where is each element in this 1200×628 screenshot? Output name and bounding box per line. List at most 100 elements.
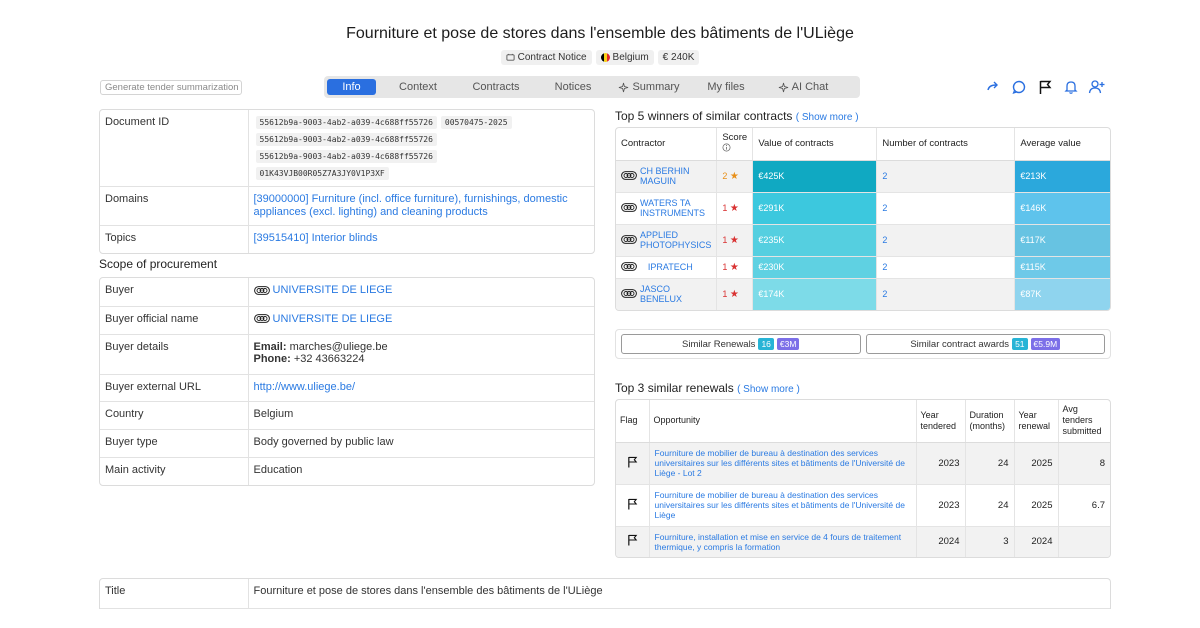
renewals-show-more-link[interactable]: Show more — [743, 384, 794, 395]
flag-cell[interactable] — [616, 442, 650, 485]
main-activity-label: Main activity — [100, 457, 249, 485]
opportunity-cell[interactable]: Fourniture, installation et mise en serv… — [649, 526, 917, 557]
contractor-link[interactable]: WATERS TA INSTRUMENTS — [640, 198, 705, 218]
number-link[interactable]: 2 — [882, 171, 888, 181]
add-user-icon[interactable] — [1088, 78, 1105, 95]
tab-my-files[interactable]: My files — [707, 81, 745, 93]
tab-contracts[interactable]: Contracts — [472, 81, 520, 93]
contractor-cell[interactable]: IPRATECH — [616, 256, 718, 279]
contractor-link[interactable]: JASCO BENELUX — [640, 284, 683, 305]
opportunity-cell[interactable]: Fourniture de mobilier de bureau à desti… — [649, 484, 917, 527]
tab-summary[interactable]: Summary — [606, 79, 692, 95]
renewals-value-badge: €3M — [776, 338, 800, 350]
opportunity-link[interactable]: Fourniture de mobilier de bureau à desti… — [654, 490, 905, 520]
tab-ai-chat[interactable]: AI Chat — [760, 79, 846, 95]
contractor-cell[interactable]: WATERS TA INSTRUMENTS — [616, 192, 718, 225]
domain-link[interactable]: [39000000] Furniture (incl. office furni… — [253, 193, 568, 218]
number-cell: 2 — [876, 192, 1016, 225]
year-tendered-cell: 2023 — [916, 442, 966, 485]
table-row: IPRATECH 1 ★ €230K 2 €115K — [616, 256, 1110, 279]
value-tag-label: € 240K — [662, 52, 695, 63]
year-renewal-cell: 2025 — [1014, 484, 1059, 527]
opportunity-link[interactable]: Fourniture de mobilier de bureau à desti… — [654, 448, 905, 478]
avg-tenders-header: Avg tenders submitted — [1058, 400, 1110, 443]
score-cell: 1 ★ — [716, 256, 754, 279]
similar-renewals-button[interactable]: Similar Renewals 16 €3M — [621, 334, 861, 354]
duration-cell: 3 — [965, 526, 1015, 557]
buyer-link[interactable]: UNIVERSITE DE LIEGE — [272, 284, 393, 296]
flag-cell[interactable] — [616, 484, 650, 527]
contractor-link[interactable]: APPLIED PHOTOPHYSICS — [640, 230, 712, 250]
opportunity-header: Opportunity — [649, 400, 917, 443]
tab-context[interactable]: Context — [399, 81, 437, 93]
flag-icon[interactable] — [1036, 78, 1053, 95]
winners-heading: Top 5 winners of similar contracts ( Sho… — [615, 109, 859, 123]
topic-link[interactable]: [39515410] Interior blinds — [253, 232, 378, 244]
average-header: Average value — [1014, 128, 1110, 161]
tab-notices[interactable]: Notices — [554, 81, 592, 93]
document-id-chip: 01K43VJB00R05Z7A3JY0V1P3XF — [255, 167, 389, 180]
buyer-url-link[interactable]: http://www.uliege.be/ — [253, 380, 356, 393]
title-label: Title — [100, 579, 249, 609]
contractor-link[interactable]: IPRATECH — [647, 262, 693, 272]
score-header: Score — [716, 128, 754, 161]
average-cell: €146K — [1014, 192, 1110, 225]
buyer-type-value: Body governed by public law — [248, 429, 594, 458]
flag-icon[interactable] — [627, 534, 638, 546]
buyer-url-label: Buyer external URL — [100, 374, 249, 402]
contractor-cell[interactable]: APPLIED PHOTOPHYSICS — [616, 224, 718, 257]
details-table: Document ID 55612b9a-9003-4ab2-a039-4c68… — [99, 109, 595, 254]
organization-icon — [621, 202, 637, 212]
similar-summary: Similar Renewals 16 €3M Similar contract… — [615, 329, 1111, 359]
number-link[interactable]: 2 — [882, 235, 888, 245]
contractor-link[interactable]: CH BERHIN MAGUIN — [640, 166, 690, 186]
belgium-flag-icon — [600, 53, 610, 62]
number-link[interactable]: 2 — [882, 262, 888, 272]
duration-cell: 24 — [965, 442, 1015, 485]
scope-heading: Scope of procurement — [99, 257, 218, 271]
duration-header: Duration (months) — [965, 400, 1015, 443]
flag-cell[interactable] — [616, 526, 650, 557]
opportunity-link[interactable]: Fourniture, installation et mise en serv… — [654, 531, 902, 552]
organization-icon — [621, 170, 637, 180]
flag-icon[interactable] — [627, 498, 638, 510]
year-tendered-cell: 2023 — [916, 484, 966, 527]
number-link[interactable]: 2 — [882, 289, 888, 300]
organization-icon — [621, 288, 637, 298]
table-row: Fourniture, installation et mise en serv… — [616, 526, 1110, 557]
table-row: Fourniture de mobilier de bureau à desti… — [616, 442, 1110, 485]
flag-icon[interactable] — [627, 456, 638, 468]
country-tag-label: Belgium — [612, 52, 649, 63]
share-icon[interactable] — [984, 78, 1001, 95]
year-tendered-header: Year tendered — [916, 400, 966, 443]
country-tag: Belgium — [595, 50, 654, 65]
score-cell: 1 ★ — [716, 192, 754, 225]
star-icon: ★ — [729, 202, 739, 214]
page-title: Fourniture et pose de stores dans l'ense… — [346, 25, 854, 42]
number-cell: 2 — [876, 256, 1016, 279]
winners-table: Contractor Score Value of contracts Numb… — [615, 127, 1111, 311]
tab-info[interactable]: Info — [327, 79, 376, 95]
bell-icon[interactable] — [1062, 78, 1079, 95]
table-row: APPLIED PHOTOPHYSICS 1 ★ €235K 2 €117K — [616, 224, 1110, 257]
winners-show-more-link[interactable]: Show more — [801, 112, 853, 123]
year-renewal-cell: 2025 — [1014, 442, 1059, 485]
contractor-cell[interactable]: JASCO BENELUX — [616, 278, 718, 310]
number-link[interactable]: 2 — [882, 203, 888, 213]
value-cell: €230K — [752, 256, 878, 279]
opportunity-cell[interactable]: Fourniture de mobilier de bureau à desti… — [649, 442, 917, 485]
email-label: Email: — [253, 340, 287, 353]
value-header: Value of contracts — [752, 128, 878, 161]
contractor-cell[interactable]: CH BERHIN MAGUIN — [616, 160, 718, 193]
comment-icon[interactable] — [1010, 78, 1027, 95]
generate-summary-button[interactable]: Generate tender summarization — [100, 80, 242, 95]
buyer-details-label: Buyer details — [100, 334, 249, 375]
avg-tenders-cell — [1058, 526, 1110, 557]
document-id-value: 55612b9a-9003-4ab2-a039-4c688ff55726 0057… — [248, 110, 594, 187]
similar-awards-button[interactable]: Similar contract awards 51 €5.9M — [865, 334, 1105, 354]
avg-tenders-cell: 6.7 — [1058, 484, 1110, 527]
tag-row: Contract Notice Belgium € 240K — [0, 50, 1200, 65]
organization-icon — [253, 285, 270, 295]
title-table: Title Fourniture et pose de stores dans … — [99, 578, 1111, 609]
buyer-official-name-link[interactable]: UNIVERSITE DE LIEGE — [272, 312, 393, 325]
